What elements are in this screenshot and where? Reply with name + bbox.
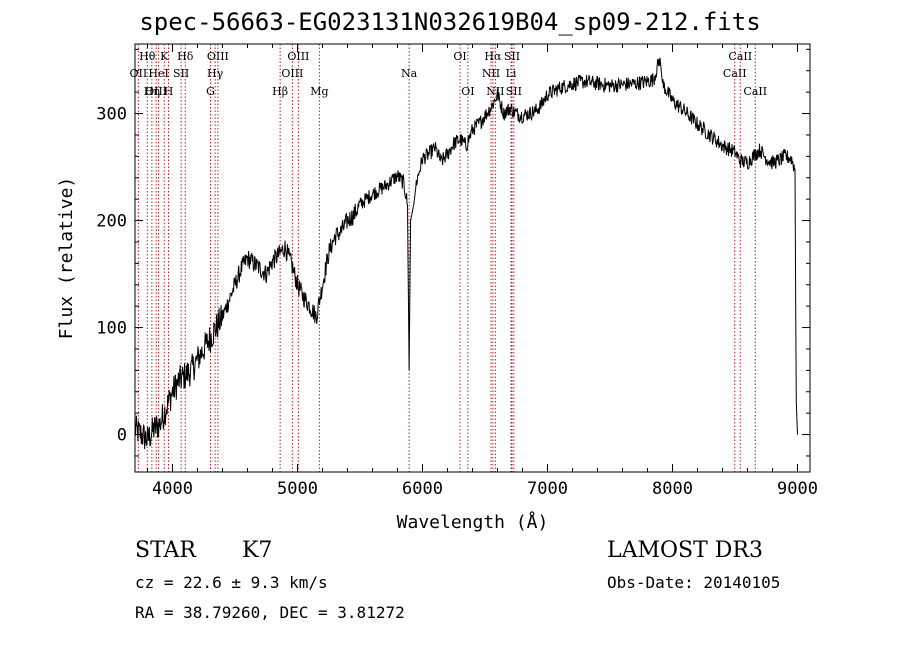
x-axis-ticks: 4000 5000 6000 7000 8000 9000 xyxy=(147,44,818,499)
line-label-10: HeI xyxy=(148,67,168,80)
line-label-20: H xyxy=(164,85,174,98)
line-label-3: OIII xyxy=(207,50,229,63)
line-label-12: Hγ xyxy=(207,67,224,80)
line-label-21: G xyxy=(206,85,215,98)
line-label-26: SII xyxy=(506,85,522,98)
line-label-4: OIII xyxy=(287,50,309,63)
line-label-18: OIII xyxy=(145,85,167,98)
y-tick-label-3: 300 xyxy=(96,105,127,125)
line-label-1: K xyxy=(160,50,169,63)
line-label-9: OII xyxy=(130,67,148,80)
line-label-7: SII xyxy=(504,50,520,63)
y-tick-label-2: 200 xyxy=(96,212,127,232)
observation-date: Obs-Date: 20140105 xyxy=(607,573,781,592)
line-label-8: CaII xyxy=(728,50,752,63)
survey-name: LAMOST DR3 xyxy=(607,538,763,563)
x-tick-label-2: 6000 xyxy=(402,479,443,499)
chart-title: spec-56663-EG023131N032619B04_sp09-212.f… xyxy=(139,8,761,36)
object-subclass: K7 xyxy=(242,538,273,563)
line-label-15: NII xyxy=(482,67,500,80)
y-tick-label-1: 100 xyxy=(96,319,127,339)
line-label-14: Na xyxy=(401,67,418,80)
x-tick-label-4: 8000 xyxy=(652,479,693,499)
x-axis-label: Wavelength (Å) xyxy=(397,511,549,533)
line-label-17: CaII xyxy=(723,67,747,80)
line-label-13: OIII xyxy=(281,67,303,80)
line-label-0: Hθ xyxy=(139,50,156,63)
y-axis-label: Flux (relative) xyxy=(56,177,77,340)
line-label-5: OI xyxy=(453,50,466,63)
line-label-16: Li xyxy=(506,67,517,80)
line-label-2: Hδ xyxy=(177,50,194,63)
line-label-19: Hη xyxy=(144,85,160,98)
object-class: STAR xyxy=(135,538,196,563)
x-tick-label-3: 7000 xyxy=(527,479,568,499)
spectrum-line xyxy=(134,57,798,450)
redshift-cz: cz = 22.6 ± 9.3 km/s xyxy=(135,573,328,592)
plot-frame xyxy=(134,43,811,473)
line-label-24: OI xyxy=(461,85,474,98)
x-tick-label-0: 4000 xyxy=(152,479,193,499)
coordinates: RA = 38.79260, DEC = 3.81272 xyxy=(135,603,405,622)
line-markers-group xyxy=(137,44,756,472)
line-label-22: Hβ xyxy=(272,85,288,98)
x-tick-label-5: 9000 xyxy=(777,479,818,499)
line-label-6: Hα xyxy=(484,50,502,63)
line-label-11: SII xyxy=(173,67,189,80)
line-label-23: Mg xyxy=(310,85,328,98)
line-label-25: NII xyxy=(486,85,504,98)
y-axis-ticks: 0 100 200 300 xyxy=(96,48,810,457)
y-tick-label-0: 0 xyxy=(117,426,127,446)
x-tick-label-1: 5000 xyxy=(277,479,318,499)
line-label-27: CaII xyxy=(743,85,767,98)
